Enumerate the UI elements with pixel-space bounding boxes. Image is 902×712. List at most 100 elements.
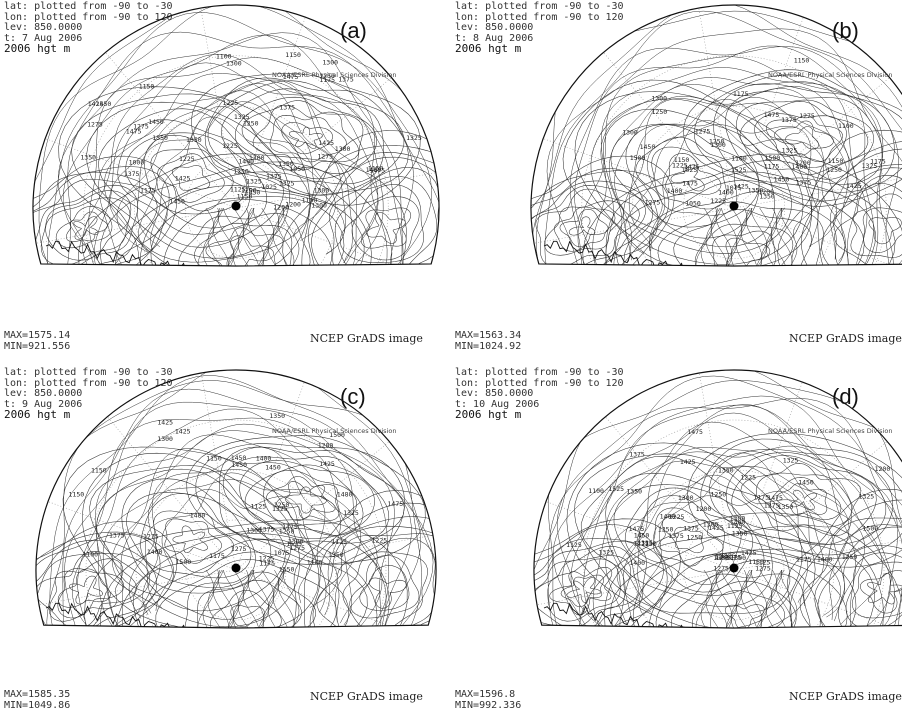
contour-label: 1350	[732, 529, 748, 537]
contour-label: 1225	[179, 155, 195, 163]
contour-label: 1525	[286, 540, 302, 548]
contour-label: 1100	[731, 154, 747, 162]
contour-label: 1350	[269, 412, 285, 420]
contour-map: 1475145014251400137513501325130012751250…	[533, 369, 902, 629]
lon-range: lon: plotted from -90 to 120	[455, 11, 624, 23]
contour-label: 1175	[720, 552, 736, 560]
contour-label: 1175	[140, 187, 156, 195]
contour-label: 1200	[273, 203, 289, 211]
contour-label: 1300	[710, 141, 726, 149]
contour-label: 1475	[687, 428, 703, 436]
contour-label: 1325	[859, 493, 875, 501]
credit: NOAA/ESRL Physical Sciences Division	[272, 71, 397, 79]
contour-label: 1150	[828, 157, 844, 165]
contour-label: 1425	[846, 182, 862, 190]
contour-label: 1250	[243, 119, 259, 127]
station-marker	[231, 563, 241, 573]
min-value: MIN=921.556	[4, 340, 71, 352]
time: t: 8 Aug 2006	[455, 32, 534, 44]
contour-label: 1400	[147, 548, 163, 556]
header-b: lat: plotted from -90 to -30 lon: plotted…	[455, 1, 624, 55]
contour-label: 1450	[265, 463, 281, 471]
time: t: 7 Aug 2006	[4, 32, 83, 44]
contour-label: 1175	[870, 157, 886, 165]
contour-label: 1175	[259, 559, 275, 567]
contour-label: 1275	[645, 199, 661, 207]
contour-label: 1425	[175, 175, 191, 183]
contour-label: 1250	[279, 528, 295, 536]
contour-label: 1275	[764, 501, 780, 509]
level: lev: 850.0000	[455, 22, 534, 33]
contour-label: 1375	[781, 116, 797, 124]
time: t: 10 Aug 2006	[455, 398, 540, 410]
panel-tag: (d)	[832, 384, 859, 409]
contour-label: 1475	[370, 167, 386, 175]
contour-label: 1325	[783, 456, 799, 464]
panel-c: lat: plotted from -90 to -30 lon: plotted…	[0, 356, 451, 712]
contour-label: 1150	[69, 490, 85, 498]
contour-label: 1400	[730, 518, 746, 526]
contour-label: 1250	[658, 526, 674, 534]
contour-label: 1375	[109, 531, 125, 539]
contour-label: 1225	[223, 99, 239, 107]
contour-label: 1350	[80, 154, 96, 162]
contour-label: 1275	[87, 121, 103, 129]
contour-label: 1250	[687, 534, 703, 542]
contour-label: 1250	[711, 491, 727, 499]
station-marker	[729, 201, 739, 211]
max-value: MAX=1585.35	[4, 689, 71, 700]
contour-label: 1325	[343, 509, 359, 517]
map-boundary	[35, 369, 437, 629]
min-value: MIN=1049.86	[4, 699, 71, 711]
station-marker	[729, 563, 739, 573]
contour-label: 1300	[157, 435, 173, 443]
contour-label: 1100	[838, 122, 854, 130]
contour-label: 1300	[246, 526, 262, 534]
contour-label: 1475	[764, 111, 780, 119]
credit: NOAA/ESRL Physical Sciences Division	[768, 71, 893, 79]
variable: 2006 hgt m	[4, 42, 71, 55]
lat-range: lat: plotted from -90 to -30	[4, 367, 173, 378]
variable: 2006 hgt m	[4, 408, 71, 421]
contour-label: 1375	[124, 170, 140, 178]
contour-label: 1200	[285, 201, 301, 209]
contour-label: 1150	[139, 83, 155, 91]
contour-label: 1300	[678, 494, 694, 502]
panel-b: lat: plotted from -90 to -30 lon: plotted…	[451, 0, 902, 356]
contour-label: 1375	[668, 532, 684, 540]
contour-label: 1400	[718, 189, 734, 197]
contour-label: 1375	[338, 76, 354, 84]
contour-label: 1125	[727, 522, 743, 530]
stats: MAX=1585.35 MIN=1049.86	[4, 689, 71, 711]
contour-label: 1450	[231, 461, 247, 469]
contour-label: 1475	[629, 525, 645, 533]
contour-label: 1200	[696, 505, 712, 513]
contour-label: 1350	[328, 551, 344, 559]
contour-label: 1175	[796, 556, 812, 564]
contour-label: 1250	[274, 501, 290, 509]
contour-label: 1225	[222, 142, 238, 150]
stats: MAX=1575.14 MIN=921.556	[4, 330, 71, 352]
contour-label: 1300	[713, 554, 729, 562]
contour-label: 1275	[695, 128, 711, 136]
header-c: lat: plotted from -90 to -30 lon: plotted…	[4, 367, 173, 421]
contour-label: 1400	[238, 157, 254, 165]
contour-label: 1325	[279, 180, 295, 188]
header-d: lat: plotted from -90 to -30 lon: plotted…	[455, 367, 624, 421]
contour-label: 1400	[660, 512, 676, 520]
contour-label: 1100	[307, 559, 323, 567]
contour-label: 1425	[680, 458, 696, 466]
contour-label: 1175	[764, 162, 780, 170]
contour-label: 1100	[216, 53, 232, 61]
contour-label: 1275	[755, 565, 771, 573]
contour-label: 1125	[331, 538, 347, 546]
contour-label: 1150	[748, 558, 764, 566]
contour-label: 1425	[708, 524, 724, 532]
level: lev: 850.0000	[4, 22, 83, 33]
map-boundary	[530, 4, 902, 267]
min-value: MIN=992.336	[455, 699, 522, 711]
contour-label: 1400	[792, 163, 808, 171]
contour-label: 1350	[186, 136, 202, 144]
contour-label: 1425	[318, 139, 334, 147]
lat-range: lat: plotted from -90 to -30	[455, 1, 624, 12]
